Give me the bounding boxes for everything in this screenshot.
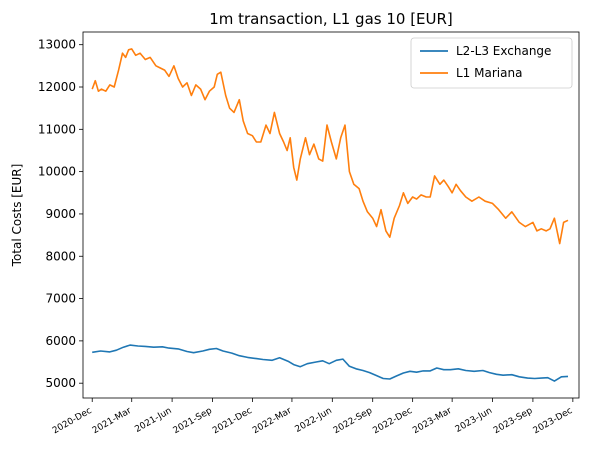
series-line-l2-l3-exchange (92, 344, 569, 382)
x-tick-label: 2023-Mar (411, 406, 454, 436)
x-tick-label: 2021-Mar (91, 406, 134, 436)
y-tick-label: 13000 (38, 38, 76, 52)
x-tick-label: 2020-Dec (51, 406, 94, 436)
plot-lines (91, 48, 569, 382)
x-tick-label: 2022-Sep (332, 406, 375, 436)
chart-title: 1m transaction, L1 gas 10 [EUR] (209, 10, 453, 28)
y-tick-label: 7000 (45, 292, 76, 306)
y-axis: 5000 6000 7000 8000 9000 10000 11000 12000 13000 (38, 38, 83, 390)
legend-label-l1-mariana: L1 Mariana (456, 66, 522, 80)
y-tick-label: 8000 (45, 249, 76, 263)
plot-area-frame (82, 31, 580, 399)
legend-frame (410, 37, 573, 89)
x-tick-label: 2021-Sep (172, 406, 215, 436)
y-tick-label: 5000 (45, 376, 76, 390)
x-tick-label: 2023-Jun (454, 406, 494, 435)
x-tick-label: 2022-Jun (294, 406, 334, 435)
x-tick-label: 2022-Dec (371, 406, 414, 436)
x-tick-label: 2023-Dec (532, 406, 575, 436)
y-tick-label: 6000 (45, 334, 76, 348)
x-tick-label: 2022-Mar (251, 406, 294, 436)
y-tick-label: 9000 (45, 207, 76, 221)
y-tick-label: 10000 (38, 165, 76, 179)
legend-label-l2-l3-exchange: L2-L3 Exchange (456, 44, 551, 58)
x-tick-label: 2021-Jun (133, 406, 173, 435)
y-axis-label: Total Costs [EUR] (10, 164, 24, 268)
series-line-l1-mariana (91, 48, 569, 245)
legend: L2-L3 Exchange L1 Mariana (410, 37, 573, 89)
y-tick-label: 11000 (38, 122, 76, 136)
x-tick-label: 2023-Sep (492, 406, 535, 436)
x-tick-label: 2021-Dec (211, 406, 254, 436)
y-tick-label: 12000 (38, 80, 76, 94)
